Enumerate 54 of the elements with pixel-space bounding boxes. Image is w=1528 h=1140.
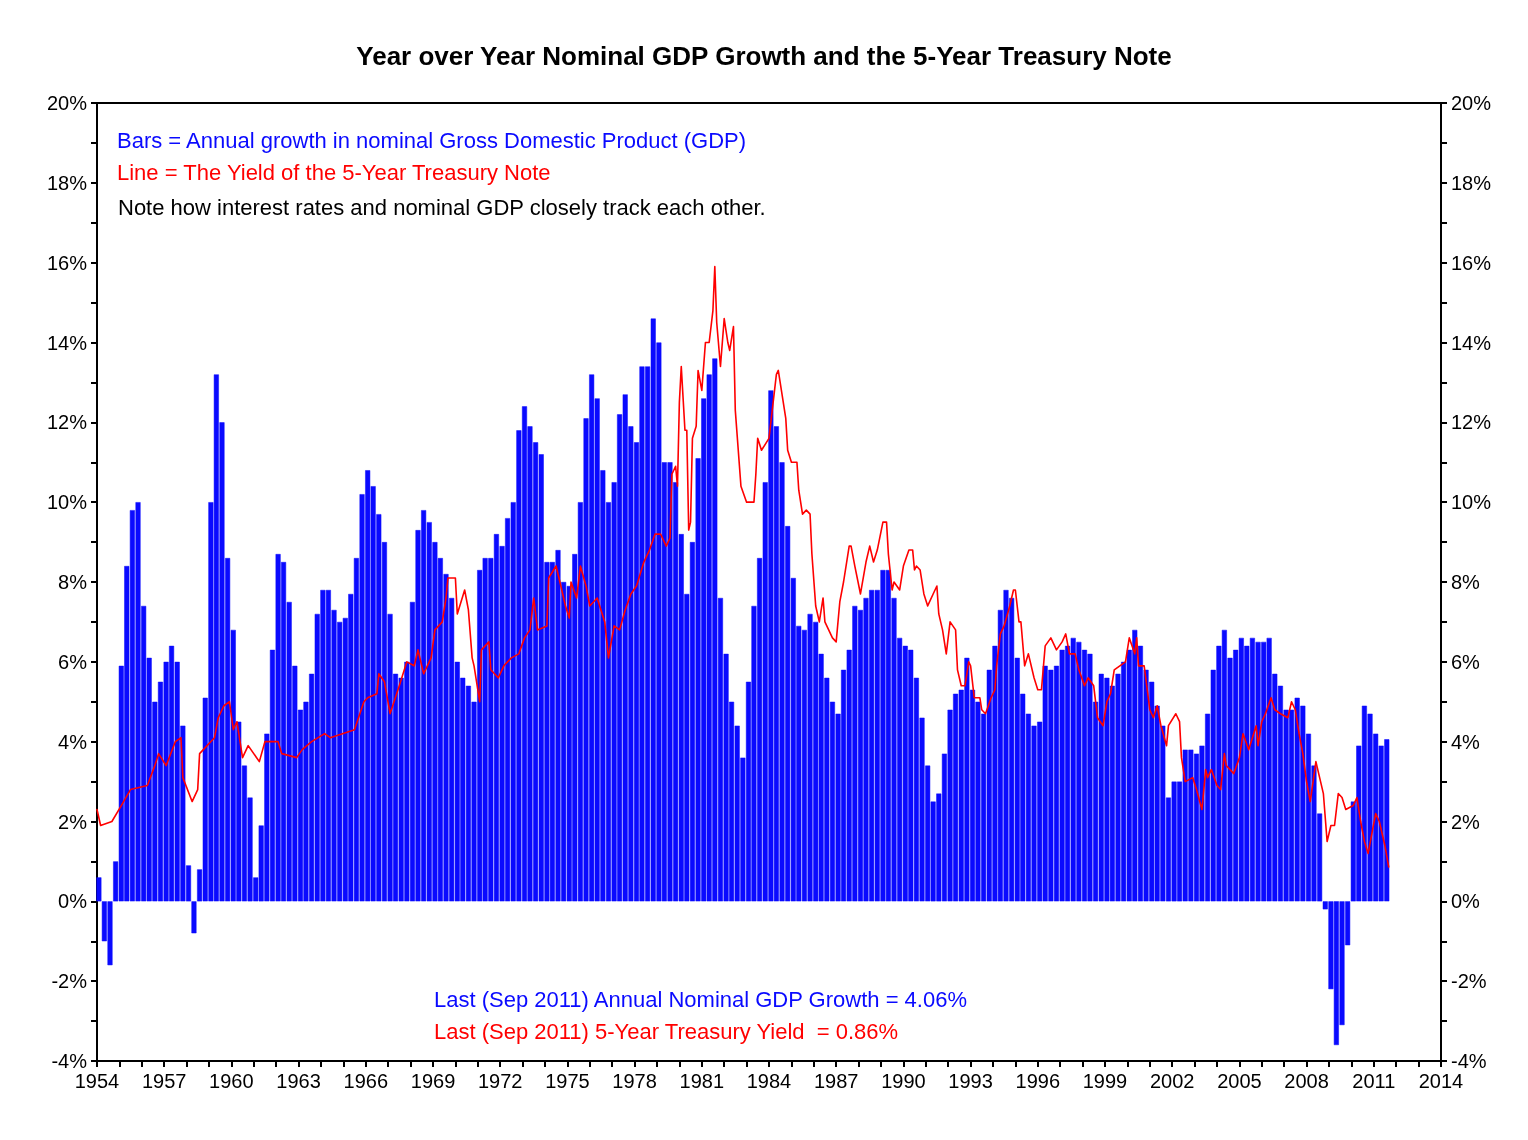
- y2-tick-label: 0%: [1451, 890, 1481, 913]
- y-tick-label: 14%: [46, 331, 88, 354]
- x-tick-label: 1990: [881, 1070, 926, 1092]
- x-tick-label: 1969: [410, 1070, 456, 1092]
- x-tick-label: 1957: [141, 1070, 187, 1092]
- y2-tick-label: 16%: [1451, 251, 1492, 274]
- chart-title: Year over Year Nominal GDP Growth and the 5-Year Treasury Note: [356, 41, 1172, 71]
- x-tick-label: 1999: [1082, 1070, 1128, 1092]
- y2-tick-label: 8%: [1451, 571, 1481, 593]
- x-tick-label: 1987: [813, 1070, 859, 1092]
- x-tick-label: 2002: [1149, 1070, 1195, 1092]
- x-tick-label: 1966: [343, 1070, 389, 1092]
- y-tick-label: -4%: [51, 1050, 88, 1072]
- x-tick-label: 1984: [746, 1070, 792, 1092]
- y2-tick-label: 18%: [1451, 171, 1492, 194]
- x-tick-label: 1993: [948, 1070, 993, 1092]
- text: Line = The Yield of the 5-Year Treasury Note: [117, 159, 551, 185]
- x-tick-label: 1996: [1015, 1070, 1061, 1092]
- y-tick-label: -2%: [51, 970, 88, 993]
- y-tick-label: 16%: [46, 251, 88, 274]
- x-tick-label: 2008: [1284, 1070, 1329, 1092]
- y-tick-label: 12%: [46, 411, 88, 434]
- y2-tick-label: 10%: [1451, 491, 1492, 514]
- x-tick-label: 1954: [74, 1070, 120, 1092]
- x-tick-label: 1975: [545, 1070, 590, 1092]
- text: Bars = Annual growth in nominal Gross Domestic Product (GDP): [117, 127, 747, 153]
- x-tick-label: 2014: [1418, 1070, 1464, 1092]
- y2-tick-label: -4%: [1451, 1050, 1487, 1072]
- x-tick-label: 1960: [209, 1070, 254, 1092]
- y-tick-label: 18%: [46, 171, 88, 194]
- y-tick-label: 6%: [58, 650, 88, 673]
- y-tick-label: 10%: [46, 491, 88, 514]
- x-tick-label: 1978: [612, 1070, 657, 1092]
- y2-tick-label: 4%: [1451, 730, 1481, 753]
- annotation: Note how interest rates and nominal GDP closely track each other.: [118, 194, 766, 220]
- y-tick-label: 8%: [58, 571, 88, 593]
- x-tick-label: 1981: [679, 1070, 725, 1092]
- x-tick-label: 2005: [1217, 1070, 1262, 1092]
- annotation: Last (Sep 2011) 5-Year Treasury Yield = 0.86%: [434, 1018, 899, 1044]
- y2-tick-label: 2%: [1451, 810, 1481, 833]
- y2-tick-label: 14%: [1451, 331, 1492, 354]
- y2-tick-label: 20%: [1451, 92, 1492, 114]
- x-tick-label: 2011: [1352, 1070, 1396, 1092]
- line-series: [96, 265, 1390, 868]
- y-tick-label: 0%: [58, 890, 88, 913]
- y2-tick-label: 6%: [1451, 650, 1481, 673]
- y-tick-label: 4%: [58, 730, 88, 753]
- y-tick-label: 2%: [58, 810, 88, 833]
- y2-tick-label: -2%: [1451, 970, 1487, 993]
- annotation: Last (Sep 2011) Annual Nominal GDP Growth = 4.06%: [434, 986, 967, 1012]
- x-tick-label: 1972: [477, 1070, 523, 1092]
- y-tick-label: 20%: [46, 92, 88, 114]
- y2-tick-label: 12%: [1451, 411, 1492, 434]
- x-tick-label: 1963: [276, 1070, 321, 1092]
